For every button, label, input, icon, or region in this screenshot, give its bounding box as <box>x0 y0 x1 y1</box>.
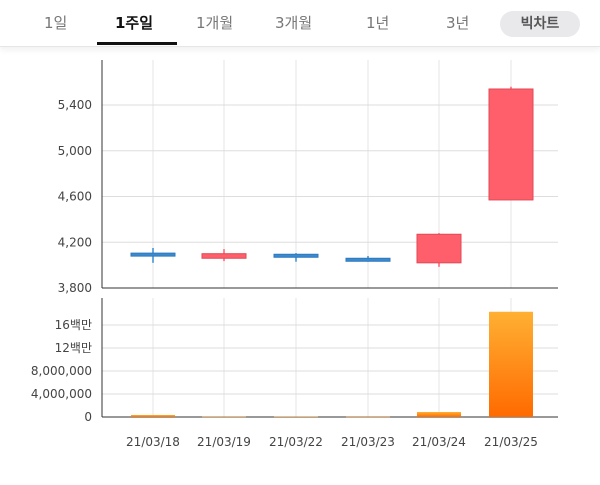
volume-bar <box>274 416 318 418</box>
active-tab-indicator <box>97 42 177 45</box>
volume-bar <box>202 416 246 418</box>
y-tick-label: 4,000,000 <box>31 387 92 401</box>
candle-body <box>416 233 462 264</box>
candle-body <box>273 253 319 258</box>
y-tick-label: 0 <box>84 410 92 424</box>
y-tick-label: 8,000,000 <box>31 364 92 378</box>
candle-body <box>201 253 247 259</box>
y-tick-label: 5,000 <box>58 144 92 158</box>
volume-bar <box>417 411 461 417</box>
volume-bar <box>131 414 175 417</box>
y-tick-label: 5,400 <box>58 98 92 112</box>
candle-body <box>488 88 534 201</box>
tab-1month[interactable]: 1개월 <box>196 14 234 32</box>
y-tick-label: 3,800 <box>58 281 92 295</box>
y-tick-label: 16백만 <box>55 318 92 332</box>
x-tick-label: 21/03/18 <box>126 435 180 449</box>
x-tick-label: 21/03/22 <box>269 435 323 449</box>
x-tick-label: 21/03/24 <box>412 435 466 449</box>
y-tick-label: 4,200 <box>58 235 92 249</box>
candle-body <box>130 252 176 257</box>
x-tick-label: 21/03/19 <box>197 435 251 449</box>
x-tick-label: 21/03/23 <box>341 435 395 449</box>
y-tick-label: 12백만 <box>55 341 92 355</box>
volume-bar <box>489 311 533 417</box>
big-chart-button[interactable]: 빅차트 <box>500 11 580 37</box>
x-tick-label: 21/03/25 <box>484 435 538 449</box>
candle-body <box>345 257 391 262</box>
volume-bar <box>346 416 390 418</box>
tab-1day[interactable]: 1일 <box>44 14 68 32</box>
tab-1year[interactable]: 1년 <box>366 14 390 32</box>
tab-1week[interactable]: 1주일 <box>115 14 154 32</box>
tab-3year[interactable]: 3년 <box>446 14 470 32</box>
tab-3month[interactable]: 3개월 <box>275 14 313 32</box>
y-tick-label: 4,600 <box>58 190 92 204</box>
period-tabs: 1일 1주일 1개월 3개월 1년 3년 빅차트 <box>0 0 600 47</box>
